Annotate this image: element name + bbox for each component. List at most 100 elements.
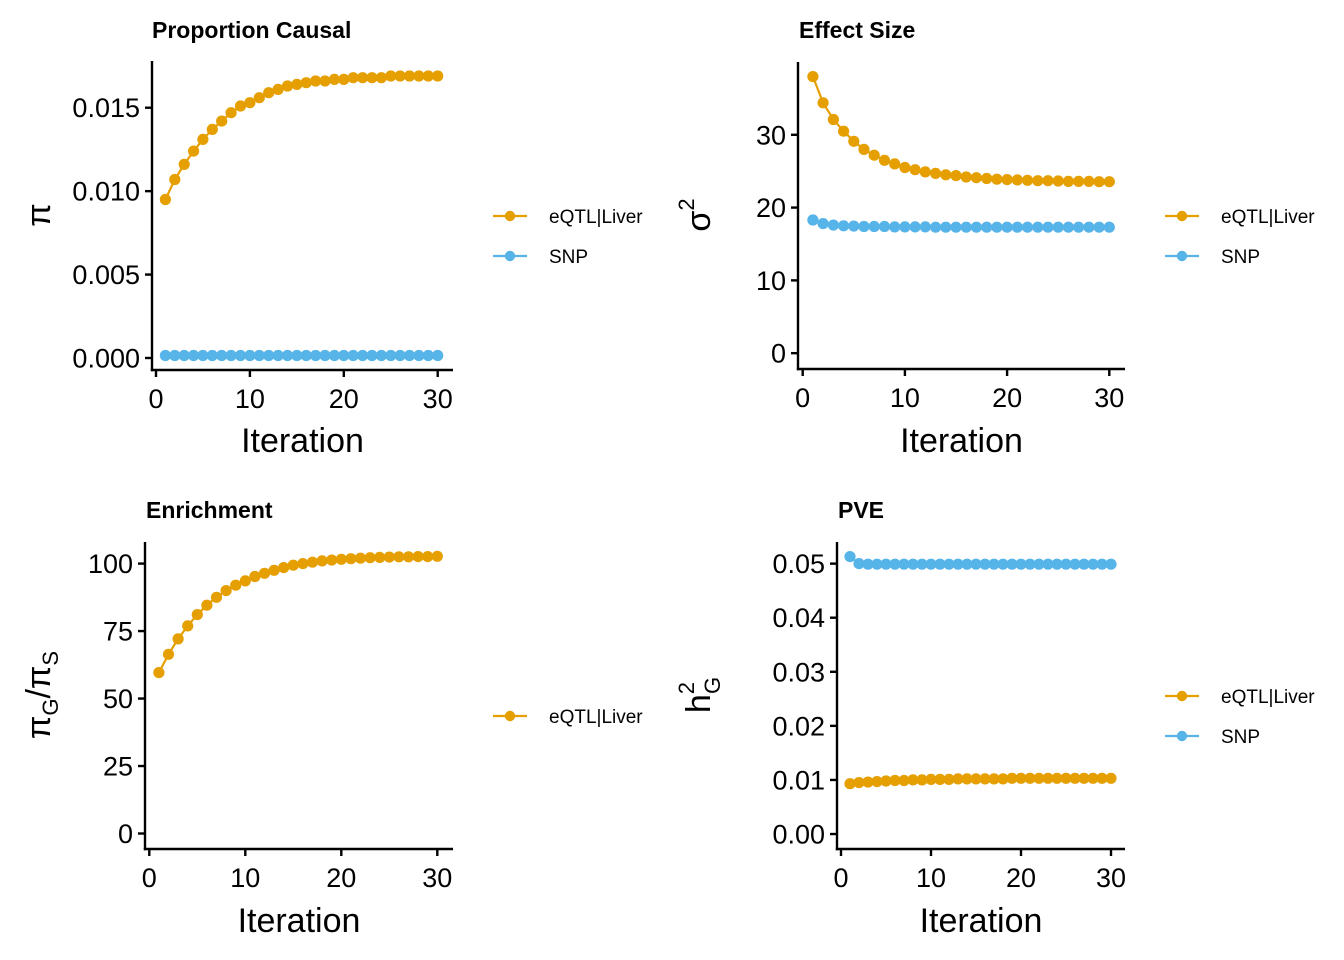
data-point [930,167,942,179]
data-point [281,349,294,362]
data-point [394,70,406,82]
series-snp [159,349,444,362]
data-point [1087,558,1099,570]
data-point [988,773,1000,785]
data-point [281,80,294,92]
data-point [981,221,993,233]
data-point [422,349,434,362]
data-point [979,773,991,785]
series-snp [807,214,1115,233]
data-point [374,551,386,564]
data-point [848,135,860,147]
data-point [880,775,892,787]
data-point [950,221,962,233]
x-tick-label: 0 [795,383,810,413]
data-point [338,349,350,362]
legend-label: eQTL|Liver [1221,687,1315,708]
data-point [871,776,883,788]
data-point [153,667,165,679]
data-point [1001,221,1013,233]
series-line [811,76,1110,183]
data-point [1015,772,1027,784]
data-point [1083,175,1095,187]
y-tick-label: 20 [756,193,786,223]
y-axis-title: σ2 [674,198,718,231]
data-point [422,70,434,82]
data-point [366,72,378,84]
series-snp [844,551,1117,570]
legend-key-point [504,250,516,262]
data-point [991,221,1003,233]
data-point [925,773,937,786]
data-point [898,774,910,787]
data-point [413,349,425,362]
y-axis-title: h2G [674,677,725,713]
data-point [328,349,340,362]
data-point [432,349,444,362]
data-point [253,92,265,104]
y-tick-label: 0.015 [72,93,140,123]
y-title-main: σ [680,211,718,232]
data-point [899,161,911,174]
data-point [244,97,256,109]
data-point [432,70,444,82]
data-point [272,349,284,362]
data-point [1103,221,1115,233]
data-point [234,100,247,112]
legend: eQTL|Liver SNP [493,207,643,268]
y-title-sup: 2 [674,682,699,694]
data-point [1051,558,1063,570]
data-point [230,579,242,591]
data-point [345,553,357,565]
data-point [838,125,850,137]
data-point [201,599,213,611]
y-tick-label: 50 [103,684,133,714]
data-point [961,558,973,570]
data-point [364,552,376,564]
series-eqtl-liver [807,71,1115,188]
data-point [402,551,415,563]
data-point [889,558,901,570]
data-point [838,220,850,232]
data-point [878,154,891,166]
data-point [898,558,910,570]
legend-key-point [1176,250,1188,262]
data-point [422,551,434,563]
data-point [326,554,338,566]
legend-key-point [1176,730,1188,742]
data-point [1103,176,1115,188]
data-point [300,349,312,362]
data-point [970,773,982,785]
data-point [970,221,983,233]
legend: eQTL|Liver [493,707,643,728]
data-point [1083,221,1095,233]
data-point [403,70,416,82]
y-tick-label: 0.05 [772,549,825,579]
x-tick-label: 20 [329,384,359,414]
legend-label: eQTL|Liver [1221,207,1315,228]
series-eqtl-liver [159,70,444,206]
data-point [880,558,892,570]
data-point [1021,221,1034,233]
data-point [1001,174,1013,186]
data-point [249,570,261,583]
data-point [807,71,819,83]
data-point [1096,558,1108,570]
data-point [934,773,946,786]
data-point [1052,175,1064,187]
data-point [919,221,931,233]
data-point [375,72,387,84]
data-point [172,633,184,645]
data-point [807,214,819,226]
data-point [1006,772,1018,784]
data-point [225,349,237,362]
data-point [375,349,387,362]
x-tick-label: 10 [235,384,265,414]
y-title-main: h [680,694,718,713]
panel-effect-size: Effect Size 0 10 20 30 0 10 20 30 Iteration σ2 eQTL… [674,17,1315,460]
data-point [940,221,952,233]
data-point [868,220,880,233]
data-point [1011,221,1023,233]
data-point [206,349,218,362]
